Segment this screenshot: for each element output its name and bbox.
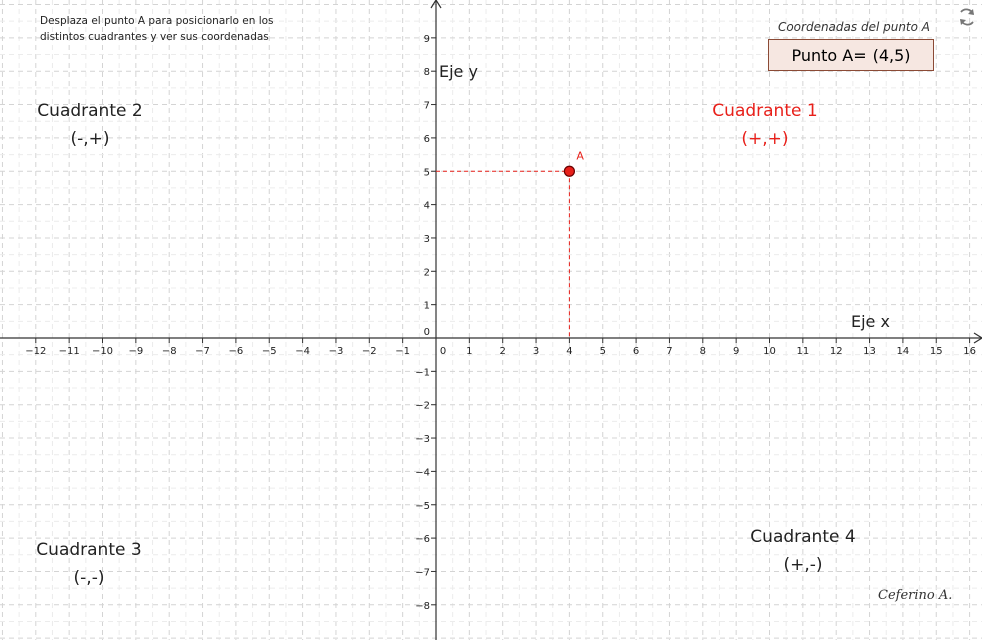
y-tick-label: −6 xyxy=(415,534,430,545)
x-tick-label: 7 xyxy=(666,346,672,357)
x-tick-label: 10 xyxy=(763,346,776,357)
x-tick-label: −4 xyxy=(295,346,310,357)
quadrant-1-label: Cuadrante 1 (+,+) xyxy=(690,97,840,153)
x-tick-label: 11 xyxy=(796,346,809,357)
quadrant-2-name: Cuadrante 2 xyxy=(37,101,143,121)
x-tick-label: −9 xyxy=(128,346,143,357)
quadrant-3-name: Cuadrante 3 xyxy=(36,540,142,560)
y-tick-label: −7 xyxy=(415,567,430,578)
y-tick-label: −8 xyxy=(415,601,430,612)
x-tick-label: −2 xyxy=(362,346,377,357)
y-tick-label: −2 xyxy=(415,401,430,412)
y-tick-label: 1 xyxy=(424,301,430,312)
x-tick-label: 2 xyxy=(500,346,506,357)
x-tick-label: −11 xyxy=(59,346,80,357)
quadrant-4-label: Cuadrante 4 (+,-) xyxy=(728,523,878,579)
quadrant-3-signs: (-,-) xyxy=(73,568,105,588)
y-tick-label: 7 xyxy=(424,101,430,112)
x-tick-label: −5 xyxy=(262,346,277,357)
quadrant-4-name: Cuadrante 4 xyxy=(750,527,856,547)
y-tick-label: 9 xyxy=(424,34,430,45)
coordinates-caption: Coordenadas del punto A xyxy=(777,20,930,34)
x-tick-label: 14 xyxy=(897,346,910,357)
x-tick-label: 9 xyxy=(733,346,739,357)
instructions-text: Desplaza el punto A para posicionarlo en… xyxy=(40,15,274,43)
quadrant-1-name: Cuadrante 1 xyxy=(712,101,818,121)
quadrant-2-label: Cuadrante 2 (-,+) xyxy=(15,97,165,153)
x-tick-label: 5 xyxy=(600,346,606,357)
x-axis-arrow xyxy=(973,332,982,344)
y-axis-label: Eje y xyxy=(439,62,478,81)
x-tick-label: 0 xyxy=(440,346,446,357)
coordinates-label: Punto A= xyxy=(791,45,867,65)
x-tick-label: −8 xyxy=(162,346,177,357)
y-tick-label: −1 xyxy=(415,367,430,378)
point-a-label: A xyxy=(576,149,584,162)
y-tick-label: −4 xyxy=(415,467,430,478)
quadrant-3-label: Cuadrante 3 (-,-) xyxy=(14,536,164,592)
x-axis-label: Eje x xyxy=(851,312,890,331)
y-tick-label: −3 xyxy=(415,434,430,445)
y-tick-label: 2 xyxy=(424,267,430,278)
y-axis-arrow xyxy=(430,0,442,9)
x-tick-label: 13 xyxy=(863,346,876,357)
x-tick-label: 4 xyxy=(566,346,572,357)
x-tick-label: 12 xyxy=(830,346,843,357)
refresh-icon[interactable] xyxy=(956,6,978,28)
x-tick-label: 16 xyxy=(963,346,976,357)
y-tick-label: 4 xyxy=(424,201,430,212)
point-a[interactable] xyxy=(563,165,576,177)
quadrant-4-signs: (+,-) xyxy=(783,555,823,575)
x-tick-label: 1 xyxy=(466,346,472,357)
x-tick-label: −1 xyxy=(395,346,410,357)
coordinates-display: Punto A= (4,5) xyxy=(768,39,934,71)
x-tick-label: −10 xyxy=(92,346,113,357)
y-tick-label: −5 xyxy=(415,501,430,512)
x-tick-label: 15 xyxy=(930,346,943,357)
coordinates-value: (4,5) xyxy=(872,45,911,65)
y-tick-label: 3 xyxy=(424,234,430,245)
x-tick-label: −6 xyxy=(229,346,244,357)
x-tick-label: −3 xyxy=(329,346,344,357)
x-tick-label: 8 xyxy=(700,346,706,357)
x-tick-label: −7 xyxy=(195,346,210,357)
y-tick-label: 6 xyxy=(424,134,430,145)
author-credit: Ceferino A. xyxy=(878,588,953,603)
quadrant-2-signs: (-,+) xyxy=(70,129,110,149)
y-tick-label: 8 xyxy=(424,67,430,78)
x-tick-label: 6 xyxy=(633,346,639,357)
y-tick-label: 5 xyxy=(424,167,430,178)
y-tick-label: 0 xyxy=(424,327,430,338)
x-tick-label: 3 xyxy=(533,346,539,357)
x-tick-label: −12 xyxy=(25,346,46,357)
quadrant-1-signs: (+,+) xyxy=(741,129,789,149)
